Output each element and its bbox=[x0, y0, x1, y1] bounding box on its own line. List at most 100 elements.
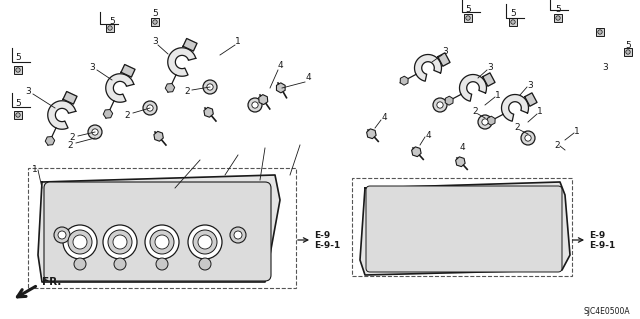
Text: 3: 3 bbox=[602, 63, 608, 72]
Circle shape bbox=[207, 84, 213, 90]
Bar bbox=[509, 18, 517, 26]
Circle shape bbox=[203, 80, 217, 94]
Text: 4: 4 bbox=[305, 73, 311, 83]
Text: 5: 5 bbox=[625, 41, 631, 49]
Text: 4: 4 bbox=[277, 61, 283, 70]
Circle shape bbox=[16, 68, 20, 72]
Text: 5: 5 bbox=[465, 5, 471, 14]
Circle shape bbox=[153, 20, 157, 24]
Circle shape bbox=[156, 258, 168, 270]
Circle shape bbox=[113, 235, 127, 249]
Polygon shape bbox=[168, 48, 196, 76]
Circle shape bbox=[193, 230, 217, 254]
Polygon shape bbox=[502, 94, 529, 121]
Text: 1: 1 bbox=[32, 166, 38, 174]
Circle shape bbox=[88, 125, 102, 139]
Circle shape bbox=[108, 230, 132, 254]
Bar bbox=[554, 14, 562, 22]
Text: 3: 3 bbox=[89, 63, 95, 72]
Bar bbox=[14, 66, 22, 74]
Polygon shape bbox=[525, 93, 537, 106]
Text: 2: 2 bbox=[184, 87, 190, 97]
Text: 3: 3 bbox=[487, 63, 493, 72]
Circle shape bbox=[511, 20, 515, 24]
Circle shape bbox=[103, 225, 137, 259]
Circle shape bbox=[626, 50, 630, 54]
Text: 2: 2 bbox=[554, 140, 560, 150]
FancyBboxPatch shape bbox=[44, 182, 271, 281]
Text: E-9: E-9 bbox=[589, 232, 605, 241]
Circle shape bbox=[147, 105, 153, 111]
Circle shape bbox=[230, 227, 246, 243]
Circle shape bbox=[478, 115, 492, 129]
Polygon shape bbox=[483, 73, 495, 86]
Text: 5: 5 bbox=[152, 10, 158, 19]
Text: 5: 5 bbox=[15, 54, 21, 63]
Text: E-9: E-9 bbox=[314, 232, 330, 241]
Text: 3: 3 bbox=[25, 87, 31, 97]
Text: E-9-1: E-9-1 bbox=[589, 241, 615, 249]
Text: 1: 1 bbox=[574, 128, 580, 137]
Text: SJC4E0500A: SJC4E0500A bbox=[584, 308, 630, 316]
Circle shape bbox=[54, 227, 70, 243]
Bar bbox=[596, 28, 604, 36]
Circle shape bbox=[556, 16, 560, 20]
Polygon shape bbox=[63, 92, 77, 104]
Circle shape bbox=[73, 235, 87, 249]
Bar bbox=[464, 14, 472, 22]
Text: FR.: FR. bbox=[42, 277, 61, 287]
Polygon shape bbox=[183, 39, 197, 51]
Circle shape bbox=[198, 235, 212, 249]
Polygon shape bbox=[106, 74, 134, 102]
Text: 2: 2 bbox=[69, 133, 75, 143]
Circle shape bbox=[92, 129, 98, 135]
Circle shape bbox=[145, 225, 179, 259]
Polygon shape bbox=[460, 75, 486, 101]
Text: 5: 5 bbox=[109, 18, 115, 26]
Text: E-9-1: E-9-1 bbox=[314, 241, 340, 249]
Polygon shape bbox=[121, 64, 135, 77]
Text: 5: 5 bbox=[510, 10, 516, 19]
Text: 4: 4 bbox=[459, 144, 465, 152]
Polygon shape bbox=[415, 55, 442, 81]
Text: 1: 1 bbox=[235, 38, 241, 47]
Bar bbox=[151, 18, 159, 26]
Text: 1: 1 bbox=[495, 91, 501, 100]
Circle shape bbox=[63, 225, 97, 259]
Circle shape bbox=[466, 16, 470, 20]
Text: 2: 2 bbox=[67, 140, 73, 150]
Polygon shape bbox=[360, 182, 570, 275]
Bar bbox=[14, 111, 22, 119]
Circle shape bbox=[433, 98, 447, 112]
Polygon shape bbox=[38, 175, 280, 282]
Circle shape bbox=[58, 231, 66, 239]
Circle shape bbox=[16, 113, 20, 117]
Polygon shape bbox=[438, 53, 450, 66]
Circle shape bbox=[437, 102, 443, 108]
Polygon shape bbox=[48, 101, 76, 129]
Circle shape bbox=[155, 235, 169, 249]
Text: 4: 4 bbox=[425, 130, 431, 139]
Text: 3: 3 bbox=[527, 80, 533, 90]
Circle shape bbox=[252, 102, 258, 108]
Text: 3: 3 bbox=[442, 48, 448, 56]
Circle shape bbox=[188, 225, 222, 259]
Circle shape bbox=[521, 131, 535, 145]
Circle shape bbox=[199, 258, 211, 270]
Circle shape bbox=[525, 135, 531, 141]
Circle shape bbox=[482, 119, 488, 125]
Circle shape bbox=[234, 231, 242, 239]
Circle shape bbox=[150, 230, 174, 254]
Circle shape bbox=[74, 258, 86, 270]
Text: 2: 2 bbox=[514, 123, 520, 132]
Text: 2: 2 bbox=[124, 110, 130, 120]
Text: 2: 2 bbox=[472, 108, 478, 116]
Bar bbox=[106, 24, 114, 32]
Text: 5: 5 bbox=[15, 99, 21, 108]
Circle shape bbox=[68, 230, 92, 254]
Circle shape bbox=[108, 26, 112, 30]
Text: 5: 5 bbox=[555, 5, 561, 14]
Bar bbox=[624, 48, 632, 56]
Circle shape bbox=[143, 101, 157, 115]
Circle shape bbox=[248, 98, 262, 112]
